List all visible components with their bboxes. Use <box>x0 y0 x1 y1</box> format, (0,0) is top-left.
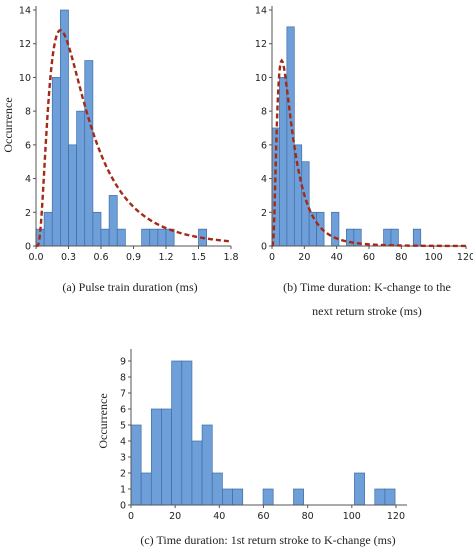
y-tick-label: 12 <box>19 39 31 50</box>
caption-b-line-1: (b) Time duration: K-change to the <box>283 280 451 294</box>
y-tick-label: 8 <box>261 107 267 118</box>
histogram-bar <box>383 228 392 247</box>
histogram-bar <box>92 211 102 247</box>
y-tick-label: 8 <box>25 107 31 118</box>
x-tick-label: 20 <box>298 252 310 263</box>
y-tick-label: 0 <box>261 242 267 253</box>
histogram-kchange-to-next-stroke: 0 20 40 60 80 100 120 0 2 4 6 8 10 12 14 (b) Time dura… <box>255 6 473 319</box>
y-tick-label: 4 <box>261 174 267 185</box>
histogram-bar <box>51 77 61 247</box>
y-tick-label: 3 <box>120 453 126 464</box>
x-tick-label: 40 <box>213 511 225 522</box>
y-tick-label: 14 <box>19 6 31 17</box>
x-tick-label: 80 <box>395 252 407 263</box>
histogram-pulse-train-duration: Occurrence 0.0 0.3 0.6 0.9 1.2 1.5 1.8 0 2 4 6 8 10 1… <box>1 6 239 295</box>
histogram-bar <box>222 488 233 506</box>
histogram-bar <box>43 211 53 247</box>
caption-b-line-2: next return stroke (ms) <box>312 304 422 318</box>
histogram-bar <box>84 60 94 247</box>
y-tick-label: 9 <box>120 357 126 368</box>
histogram-bar <box>354 472 365 506</box>
y-tick-label: 10 <box>255 73 267 84</box>
histogram-bar <box>161 408 172 506</box>
histogram-bar <box>262 488 274 506</box>
histogram-bar <box>293 144 303 247</box>
histogram-bar <box>68 144 77 247</box>
x-tick-label: 0 <box>128 511 134 522</box>
y-tick-label: 7 <box>120 389 126 400</box>
histogram-bar <box>171 360 183 506</box>
histogram-bar <box>108 195 118 247</box>
y-tick-label: 4 <box>25 174 31 185</box>
x-tick-label: 0.0 <box>28 252 43 263</box>
y-tick-label: 0 <box>120 501 126 512</box>
histogram-bar <box>293 488 305 506</box>
x-tick-label: 20 <box>169 511 181 522</box>
y-tick-label: 12 <box>255 39 267 50</box>
y-tick-label: 0 <box>25 242 31 253</box>
x-tick-label: 100 <box>343 511 361 522</box>
histogram-bar <box>279 77 288 247</box>
x-tick-label: 60 <box>257 511 269 522</box>
histogram-bar <box>286 26 295 247</box>
histogram-bar <box>374 488 386 506</box>
y-axis-label-c: Occurrence <box>96 393 110 448</box>
x-tick-label: 80 <box>302 511 314 522</box>
histogram-bar <box>181 360 193 506</box>
histogram-bar <box>157 228 167 247</box>
x-tick-label: 0.6 <box>93 252 108 263</box>
y-tick-label: 6 <box>120 405 126 416</box>
y-tick-label: 6 <box>25 140 31 151</box>
histogram-bar <box>141 228 151 247</box>
x-tick-label: 100 <box>425 252 443 263</box>
x-tick-label: 120 <box>457 252 473 263</box>
y-tick-label: 8 <box>120 373 126 384</box>
histogram-bar <box>116 228 126 247</box>
x-tick-label: 0 <box>269 252 275 263</box>
caption-a: (a) Pulse train duration (ms) <box>62 280 197 294</box>
histogram-bar <box>331 211 340 247</box>
histogram-bar <box>412 228 422 247</box>
y-tick-label: 10 <box>19 73 31 84</box>
x-tick-label: 120 <box>387 511 405 522</box>
histogram-bar <box>76 110 86 247</box>
caption-c: (c) Time duration: 1st return stroke to … <box>140 533 395 547</box>
y-tick-label: 2 <box>261 208 267 219</box>
y-tick-label: 4 <box>120 437 126 448</box>
histogram-bar <box>60 9 69 247</box>
histogram-bar <box>140 472 152 506</box>
histogram-bar <box>390 228 399 247</box>
y-tick-label: 6 <box>261 140 267 151</box>
histogram-bar <box>149 228 159 247</box>
histogram-bar <box>384 488 396 506</box>
y-tick-label: 2 <box>25 208 31 219</box>
y-tick-label: 14 <box>255 6 267 17</box>
x-tick-label: 60 <box>363 252 375 263</box>
y-tick-label: 2 <box>120 469 126 480</box>
x-tick-label: 0.9 <box>126 252 141 263</box>
x-tick-label: 1.8 <box>223 252 238 263</box>
y-axis-label-a: Occurrence <box>1 97 15 152</box>
histogram-bar <box>232 488 244 506</box>
x-tick-label: 0.3 <box>61 252 76 263</box>
histogram-bar <box>150 408 162 506</box>
x-tick-label: 1.2 <box>158 252 173 263</box>
histogram-bar <box>211 472 223 506</box>
lognormal-fit-curve <box>271 58 467 248</box>
histogram-stroke-to-kchange: Occurrence 0 20 40 60 80 100 120 0 1 2 3 4 5 6 7 8 9 (c)… <box>96 349 407 547</box>
x-tick-label: 1.5 <box>191 252 206 263</box>
histogram-bar <box>191 440 203 506</box>
histogram-bar <box>201 424 213 506</box>
y-tick-label: 1 <box>120 485 126 496</box>
y-tick-label: 5 <box>120 421 126 432</box>
x-tick-label: 40 <box>331 252 343 263</box>
histogram-bar <box>130 424 142 506</box>
histogram-bar <box>100 228 110 247</box>
